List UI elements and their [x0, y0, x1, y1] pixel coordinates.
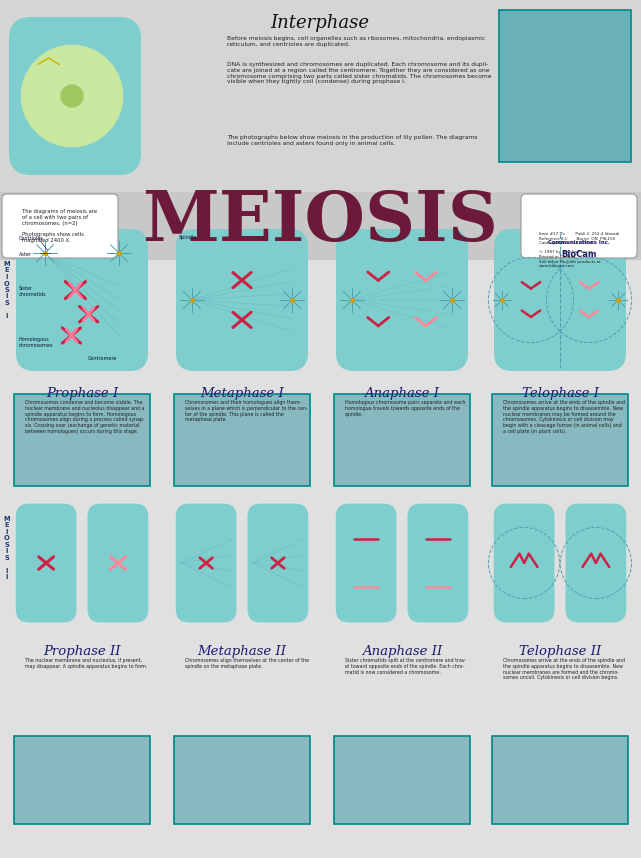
Bar — [174, 394, 310, 486]
Bar — [0, 0, 641, 192]
Text: Chromosomes arrive at the ends of the spindle and
the spindle apparatus begins t: Chromosomes arrive at the ends of the sp… — [503, 658, 625, 680]
Bar — [499, 10, 631, 162]
Text: Chromosomes align themselves at the center of the
spindle on the metaphase plate: Chromosomes align themselves at the cent… — [185, 658, 309, 668]
Circle shape — [21, 45, 122, 147]
Text: Telophase I: Telophase I — [522, 387, 599, 400]
Circle shape — [61, 85, 83, 107]
FancyBboxPatch shape — [88, 504, 148, 622]
Text: Telophase II: Telophase II — [519, 645, 601, 658]
FancyBboxPatch shape — [565, 504, 626, 622]
Bar — [174, 736, 310, 824]
Text: DNA is synthesized and chromosomes are duplicated. Each chromosome and its dupli: DNA is synthesized and chromosomes are d… — [227, 62, 492, 84]
FancyBboxPatch shape — [247, 504, 308, 622]
Text: Chromosomes arrive at the ends of the spindle and
the spindle apparatus begins t: Chromosomes arrive at the ends of the sp… — [503, 400, 625, 434]
FancyBboxPatch shape — [2, 194, 118, 258]
Text: The diagrams of meiosis are
of a cell with two pairs of
chromosomes. (n=2)

Phot: The diagrams of meiosis are of a cell wi… — [22, 209, 97, 243]
Bar — [334, 736, 470, 824]
FancyBboxPatch shape — [9, 17, 141, 175]
Text: Homologous chromosome pairs separate and each
homologue travels towards opposite: Homologous chromosome pairs separate and… — [345, 400, 465, 417]
Text: Metaphase II: Metaphase II — [197, 645, 287, 658]
Bar — [492, 736, 628, 824]
Text: Prophase II: Prophase II — [43, 645, 121, 658]
FancyBboxPatch shape — [336, 504, 397, 622]
Text: Sister
chromatids: Sister chromatids — [19, 286, 46, 297]
Text: The photographs below show meiosis in the production of lily pollen. The diagram: The photographs below show meiosis in th… — [227, 135, 478, 146]
Text: Homologous
chromosomes: Homologous chromosomes — [19, 337, 53, 348]
Text: Communications Inc.: Communications Inc. — [548, 240, 610, 245]
Text: M
E
I
O
S
I
S
 
I: M E I O S I S I — [4, 261, 10, 319]
Text: Interphase: Interphase — [271, 14, 369, 32]
Text: Centrioles: Centrioles — [19, 236, 44, 241]
Text: Sister chromatids split at the centromere and trav-
el toward opposite ends of t: Sister chromatids split at the centromer… — [345, 658, 466, 674]
Text: Anaphase II: Anaphase II — [362, 645, 442, 658]
Text: MEIOSIS: MEIOSIS — [142, 189, 499, 256]
FancyBboxPatch shape — [336, 229, 468, 371]
Text: Chromosomes and their homologues align them-
selves in a plane which is perpendi: Chromosomes and their homologues align t… — [185, 400, 308, 422]
FancyBboxPatch shape — [521, 194, 637, 258]
Text: Prophase I: Prophase I — [46, 387, 118, 400]
FancyBboxPatch shape — [176, 504, 237, 622]
Text: M
E
I
O
S
I
S
 
I
I: M E I O S I S I I — [4, 516, 10, 580]
Text: Spindle: Spindle — [179, 235, 197, 240]
Bar — [14, 736, 150, 824]
Text: Before meiosis begins, cell organelles such as ribosomes, mitochondria, endoplas: Before meiosis begins, cell organelles s… — [227, 36, 485, 47]
Text: Anaphase I: Anaphase I — [365, 387, 440, 400]
Bar — [14, 394, 150, 486]
Bar — [492, 394, 628, 486]
Text: Centromere: Centromere — [87, 355, 117, 360]
Bar — [0, 192, 641, 260]
Bar — [334, 394, 470, 486]
FancyBboxPatch shape — [176, 229, 308, 371]
Text: Metaphase I: Metaphase I — [200, 387, 284, 400]
Text: Item #17 IYc        Publi 2, 252-4 Idasadi
Reference 8.C       Barrie  ON  P9L15: Item #17 IYc Publi 2, 252-4 Idasadi Refe… — [539, 232, 619, 269]
FancyBboxPatch shape — [408, 504, 468, 622]
Text: Aster: Aster — [19, 252, 31, 257]
FancyBboxPatch shape — [494, 229, 626, 371]
FancyBboxPatch shape — [16, 229, 148, 371]
Text: The nuclear membrane and nucleolus, if present,
may disappear. A spindle apparat: The nuclear membrane and nucleolus, if p… — [25, 658, 147, 668]
Text: BioCam: BioCam — [562, 250, 597, 259]
Text: Chromosomes condense and become visible. The
nuclear membrane and nucleolus disa: Chromosomes condense and become visible.… — [25, 400, 145, 434]
FancyBboxPatch shape — [16, 504, 76, 622]
FancyBboxPatch shape — [494, 504, 554, 622]
